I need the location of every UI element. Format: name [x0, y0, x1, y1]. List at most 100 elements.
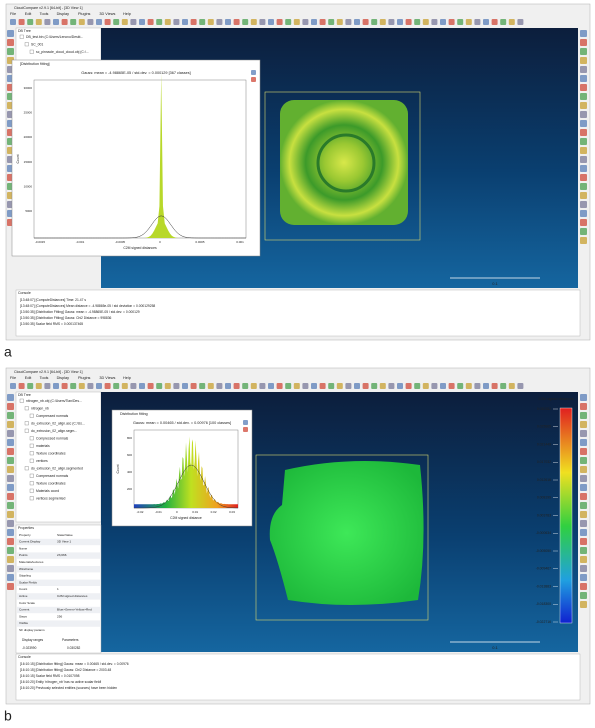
- toolbar-icon: [414, 383, 420, 389]
- toolbar-icon: [277, 19, 283, 25]
- side-icon: [7, 412, 14, 419]
- property-cell: Visible: [19, 621, 28, 625]
- toolbar-icon: [208, 383, 214, 389]
- toolbar-icon: [87, 383, 93, 389]
- side-icon: [580, 421, 587, 428]
- toolbar-icon: [70, 19, 76, 25]
- toolbar-icon: [363, 19, 369, 25]
- toolbar-icon: [311, 383, 317, 389]
- toolbar-icon: [380, 19, 386, 25]
- toolbar-icon: [500, 19, 506, 25]
- side-icon: [7, 538, 14, 545]
- tree-item: materials: [36, 444, 50, 448]
- toolbar-icon: [139, 383, 145, 389]
- menu-item: Plugins: [78, 12, 91, 16]
- color-scale-label: 0.021449: [537, 442, 551, 446]
- toolbar-icon: [457, 383, 463, 389]
- toolbar-icon: [139, 19, 145, 25]
- side-icon: [580, 430, 587, 437]
- toolbar-icon: [44, 19, 50, 25]
- tree-checkbox: [25, 43, 29, 47]
- toolbar-icon: [130, 383, 136, 389]
- tree-item: DB_test.bin (C:/Users/Lenovo/Deskt...: [26, 35, 83, 39]
- toolbar-icon: [27, 19, 33, 25]
- dialog-title: Distribution fitting: [120, 412, 148, 416]
- toolbar-icon: [285, 383, 291, 389]
- toolbar-icon: [242, 19, 248, 25]
- toolbar-icon: [96, 19, 102, 25]
- window-title: CloudCompare v2.9.1 [64-bit] - [3D View …: [14, 370, 82, 374]
- console-line: [16:10:15] [Distribution fitting] Gauss:…: [20, 662, 129, 666]
- figure: CloudCompare v2.9.1 [64-bit] - [3D View …: [0, 0, 595, 728]
- toolbar-icon: [302, 19, 308, 25]
- y-tick-label: 200: [127, 487, 132, 491]
- side-icon: [580, 228, 587, 235]
- side-icon: [580, 574, 587, 581]
- tree-item: do_extrusion_02_align.asc (C:/Us...: [31, 421, 85, 425]
- console-line: [16:10:15] [Distribution fitting] Gauss:…: [20, 668, 111, 672]
- property-cell: Property: [19, 533, 31, 537]
- side-icon: [580, 475, 587, 482]
- toolbar-icon: [182, 383, 188, 389]
- side-icon: [580, 75, 587, 82]
- toolbar-icon: [19, 383, 25, 389]
- toolbar-icon: [199, 19, 205, 25]
- x-tick-label: -0.0005: [115, 240, 126, 244]
- menu-item: Plugins: [78, 376, 91, 380]
- toolbar-icon: [397, 19, 403, 25]
- tree-item: Compressed normals: [36, 414, 69, 418]
- toolbar-icon: [509, 19, 515, 25]
- tree-item: nitrogen_nb.obj (C:/Users/Tian/Des...: [26, 399, 82, 403]
- panel-label: b: [4, 708, 12, 724]
- color-scale-label: -0.000634: [536, 531, 551, 535]
- toolbar-icon: [216, 383, 222, 389]
- toolbar-icon: [406, 19, 412, 25]
- tree-item: do_extrusion_02_align.segm...: [31, 429, 77, 433]
- toolbar-icon: [294, 383, 300, 389]
- menu-item: Tools: [40, 12, 49, 16]
- properties-title: Properties: [18, 526, 34, 530]
- property-cell: Stippling: [19, 574, 31, 578]
- toolbar-icon: [182, 19, 188, 25]
- toolbar-icon: [251, 383, 257, 389]
- toolbar-icon: [423, 19, 429, 25]
- tree-item: vertices: [36, 459, 48, 463]
- property-cell: Materials/textures: [19, 560, 44, 564]
- side-icon: [580, 84, 587, 91]
- tree-item: Materials coord: [36, 489, 59, 493]
- x-tick-label: 0.0005: [195, 240, 205, 244]
- tree-item: vertices segmented: [36, 496, 66, 500]
- side-icon: [580, 201, 587, 208]
- tree-checkbox: [30, 452, 34, 456]
- property-cell: Color Scale: [19, 601, 35, 605]
- toolbar-icon: [320, 383, 326, 389]
- toolbar-icon: [191, 383, 197, 389]
- console-line: [13:50:35] [Distribution Fitting] Gauss:…: [20, 316, 112, 320]
- toolbar-icon: [53, 19, 59, 25]
- x-tick-label: 0.03: [229, 510, 235, 514]
- menu-item: Help: [123, 376, 131, 380]
- side-icon: [580, 601, 587, 608]
- menu-item: Edit: [25, 12, 32, 16]
- toolbar-icon: [345, 19, 351, 25]
- tree-checkbox: [30, 437, 34, 441]
- toolbar-icon: [225, 383, 231, 389]
- toolbar-icon: [44, 383, 50, 389]
- toolbar-icon: [354, 383, 360, 389]
- dialog-icon: [243, 420, 248, 425]
- object-b: [270, 461, 424, 605]
- x-tick-label: -0.001: [76, 240, 85, 244]
- side-icon: [580, 30, 587, 37]
- toolbar-icon: [113, 383, 119, 389]
- console-line: [16:10:15] Scalar field RMS = 0.0107098: [20, 674, 80, 678]
- console-line: [13:48:07] [ComputeDistances] Mean dista…: [20, 304, 155, 308]
- tree-checkbox: [30, 459, 34, 463]
- toolbar-icon: [345, 383, 351, 389]
- window-title: CloudCompare v2.9.1 [64-bit] - [3D View …: [14, 6, 82, 10]
- db-tree-panel: [16, 28, 101, 62]
- toolbar-icon: [208, 19, 214, 25]
- toolbar-icon: [62, 383, 68, 389]
- side-icon: [7, 574, 14, 581]
- side-icon: [7, 30, 14, 37]
- toolbar-icon: [105, 19, 111, 25]
